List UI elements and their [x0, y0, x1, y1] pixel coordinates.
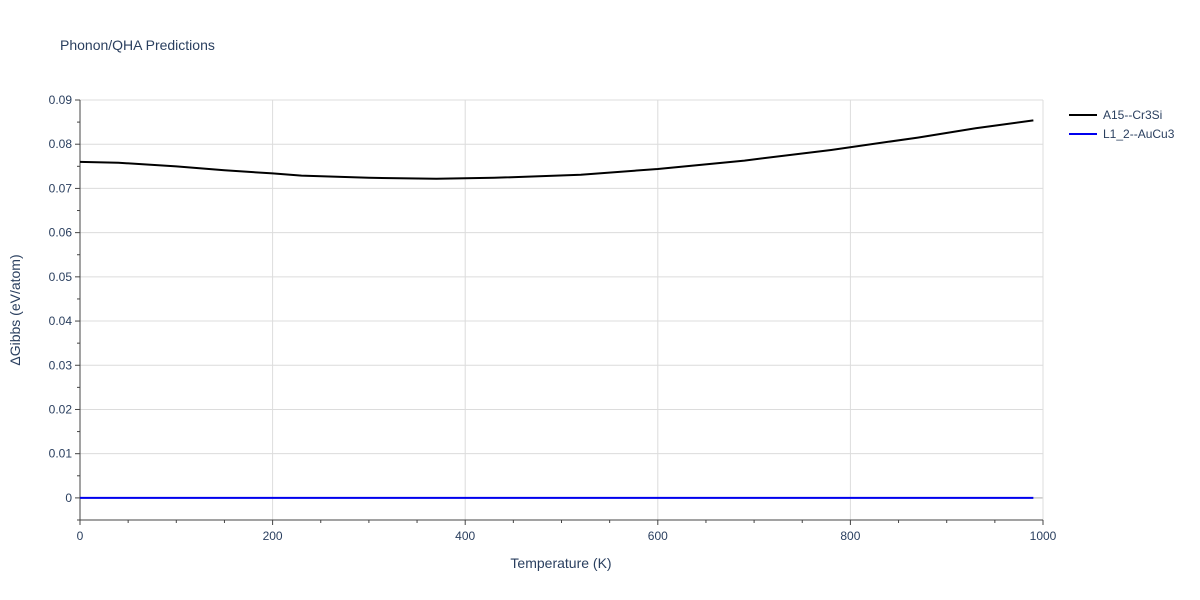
y-tick-label: 0.01 [49, 447, 73, 461]
y-tick-label: 0.06 [49, 226, 73, 240]
chart-title: Phonon/QHA Predictions [60, 37, 215, 53]
series-lines [79, 119, 1034, 499]
x-tick-label: 400 [455, 529, 475, 543]
y-tick-label: 0.09 [49, 93, 73, 107]
y-tick-label: 0.07 [49, 181, 73, 195]
y-tick-label: 0.02 [49, 402, 73, 416]
x-tick-label: 200 [263, 529, 283, 543]
legend-label[interactable]: L1_2--AuCu3 [1103, 127, 1175, 141]
x-tick-label: 600 [648, 529, 668, 543]
grid-lines [80, 99, 1044, 520]
y-axis-title: ΔGibbs (eV/atom) [7, 254, 23, 365]
series-line [79, 119, 1034, 180]
legend[interactable]: A15--Cr3Si L1_2--AuCu3 [1069, 108, 1175, 141]
axes: 0 0.01 0.02 0.03 0.04 0.05 0.06 0.07 0.08 0.09 0 20… [49, 93, 1057, 543]
x-tick-label: 800 [840, 529, 860, 543]
x-tick-label: 0 [77, 529, 84, 543]
x-tick-label: 1000 [1030, 529, 1057, 543]
y-tick-label: 0.08 [49, 137, 73, 151]
x-axis-title: Temperature (K) [510, 555, 611, 571]
y-tick-label: 0.03 [49, 358, 73, 372]
legend-label[interactable]: A15--Cr3Si [1103, 108, 1162, 122]
y-tick-label: 0.04 [49, 314, 73, 328]
y-tick-label: 0.05 [49, 270, 73, 284]
y-tick-label: 0 [65, 491, 72, 505]
